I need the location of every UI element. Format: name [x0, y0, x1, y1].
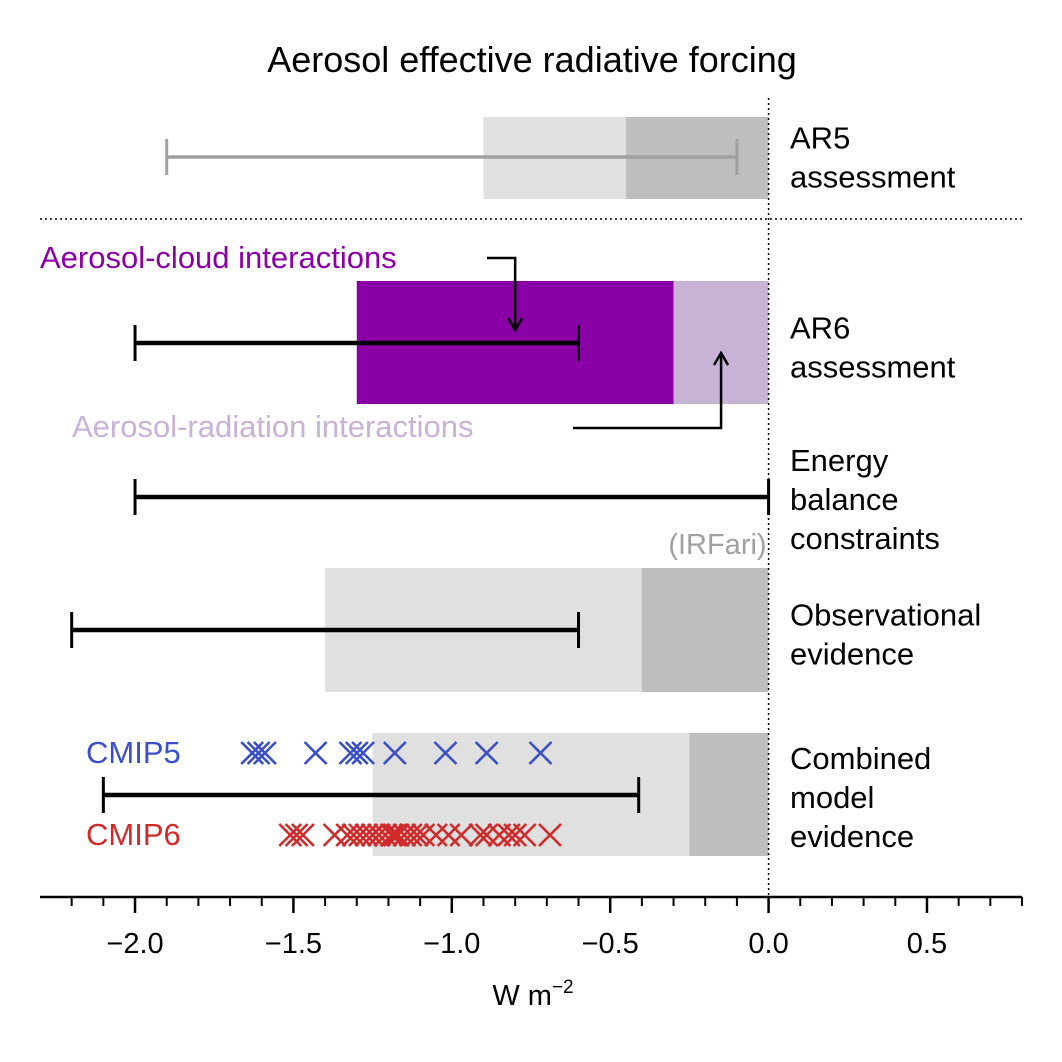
energy-row-label-line: constraints: [790, 521, 940, 556]
x-tick-label: −1.0: [423, 928, 480, 960]
x-tick-label: 0.5: [907, 928, 947, 960]
ranges-layer: [70, 139, 771, 813]
cmip6-marker-15: [398, 823, 423, 847]
cmip5-marker-2: [252, 741, 277, 765]
reference-lines-layer: [40, 98, 1022, 897]
cmip6-label: CMIP6: [86, 817, 181, 852]
cmip6-marker-8: [360, 823, 385, 847]
cmip6-marker-4: [335, 823, 360, 847]
cmip6-marker-20: [449, 823, 474, 847]
ar5-row-label-line: assessment: [790, 160, 956, 195]
cmip6-marker-6: [348, 823, 372, 847]
obs-row-label: Observational evidence: [790, 598, 981, 672]
ar6-row-label: AR6 assessment: [790, 311, 956, 385]
x-tick-label: −0.5: [582, 928, 639, 960]
cmip6-marker-3: [322, 823, 347, 847]
x-axis-label-exponent: −2: [552, 977, 574, 998]
cmip6-marker-14: [392, 823, 417, 847]
row-labels-layer: AR5 assessment AR6 assessment Energy balance c…: [790, 121, 981, 855]
aci-label: Aerosol-cloud interactions: [40, 240, 397, 275]
cmip5-marker-10: [528, 741, 553, 765]
cmip6-marker-11: [379, 823, 404, 847]
obs-row-label-line: Observational: [790, 598, 981, 633]
obs-row-label-line: evidence: [790, 637, 914, 672]
ar5-row-label: AR5 assessment: [790, 121, 956, 195]
cmip6-marker-0: [278, 823, 303, 847]
ar6-row-label-line: assessment: [790, 350, 956, 385]
cmip6-marker-7: [354, 823, 379, 847]
irfari-label: (IRFari): [668, 529, 766, 561]
cmip6-marker-22: [474, 823, 499, 847]
cmip6-marker-25: [503, 823, 528, 847]
cmip6-marker-16: [405, 823, 429, 847]
cmip6-marker-18: [424, 823, 448, 847]
cmip5-marker-3: [303, 741, 328, 765]
x-tick-label: −1.5: [265, 928, 322, 960]
ari-arrow-head: [712, 350, 730, 366]
cmip5-marker-0: [240, 741, 265, 765]
aci-arrow-head: [507, 317, 524, 333]
annotations-layer: Aerosol-cloud interactions Aerosol-radiat…: [40, 240, 767, 852]
ari-label: Aerosol-radiation interactions: [72, 409, 474, 444]
cmip6-marker-10: [373, 823, 398, 847]
cmip5-marker-8: [433, 741, 458, 765]
cmip6-marker-21: [468, 823, 493, 847]
model-row-label: Combined model evidence: [790, 741, 931, 854]
cmip6-marker-26: [512, 823, 537, 847]
cmip6-marker-2: [291, 823, 315, 847]
ar5-row-label-line: AR5: [790, 121, 850, 156]
x-axis-label-unit: W m: [492, 980, 552, 1012]
obs-bar-1: [641, 568, 769, 692]
x-axis-label: W m−2: [492, 977, 573, 1012]
cmip6-marker-19: [436, 823, 461, 847]
cmip5-marker-5: [344, 741, 369, 765]
cmip6-marker-17: [411, 823, 436, 847]
cmip5-marker-9: [474, 741, 499, 765]
aci-arrow: [487, 256, 517, 328]
x-axis: −2.0 −1.5 −1.0 −0.5 0.0 0.5: [40, 895, 1023, 960]
cmip5-marker-6: [351, 741, 376, 765]
markers-layer: [240, 741, 562, 847]
cmip5-label: CMIP5: [86, 735, 181, 770]
cmip6-marker-13: [386, 823, 410, 847]
cmip6-marker-5: [341, 823, 366, 847]
cmip6-marker-27: [538, 823, 562, 847]
cmip5-marker-7: [382, 741, 407, 765]
model-row-label-line: model: [790, 780, 874, 815]
x-tick-label: −2.0: [106, 928, 163, 960]
ari-arrow: [573, 355, 723, 430]
model-row-label-line: Combined: [790, 741, 931, 776]
energy-row-label-line: balance: [790, 482, 899, 517]
ar6-row-label-line: AR6: [790, 311, 850, 346]
cmip5-marker-4: [338, 741, 363, 765]
cmip5-marker-1: [246, 741, 271, 765]
energy-row-label: Energy balance constraints: [790, 443, 940, 556]
energy-row-label-line: Energy: [790, 443, 889, 478]
x-tick-label: 0.0: [748, 928, 788, 960]
cmip6-marker-1: [284, 823, 309, 847]
model-row-label-line: evidence: [790, 819, 914, 854]
model-bar-1: [689, 733, 769, 856]
chart-title: Aerosol effective radiative forcing: [267, 39, 797, 80]
